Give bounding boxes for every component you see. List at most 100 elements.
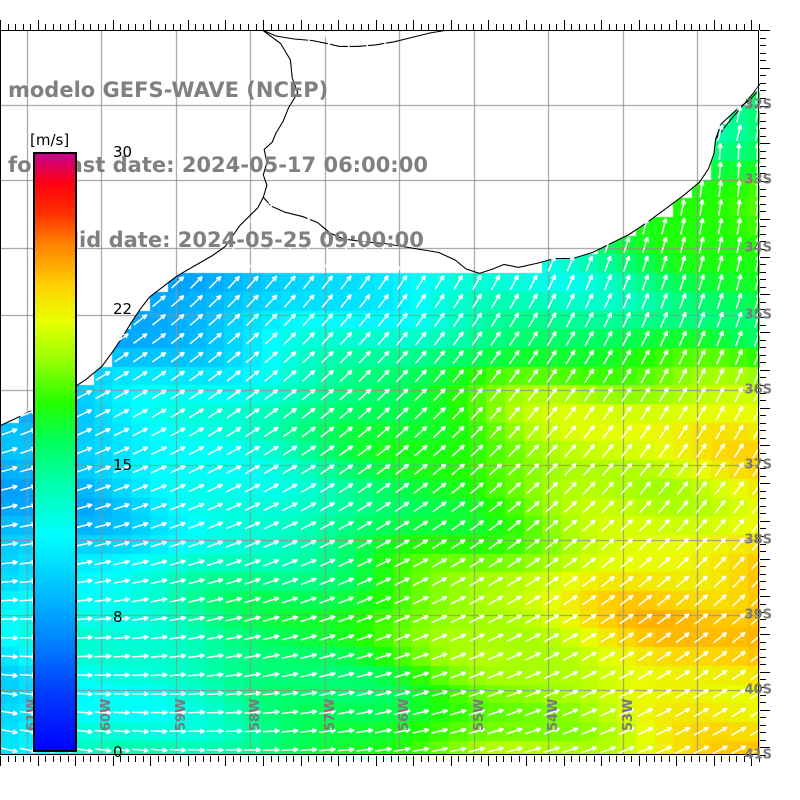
wind-arrow [506,576,522,587]
wind-arrow [657,500,671,514]
wind-arrow [731,669,747,681]
wind-arrow [717,236,724,254]
wind-arrow [618,708,635,717]
wind-arrow [113,540,130,548]
wind-arrow [376,463,391,475]
wind-arrow [282,521,298,530]
wind-arrow [132,484,149,492]
wind-arrow [450,690,467,698]
wind-arrow [468,708,486,716]
wind-arrow [395,444,410,457]
wind-arrow [642,236,649,254]
wind-arrow [227,294,241,308]
wind-arrow [397,256,408,272]
wind-arrow [244,615,261,622]
wind-arrow [376,425,391,438]
wind-arrow [678,330,687,347]
wind-arrow [527,330,539,346]
wind-arrow [244,540,261,548]
wind-arrow [281,634,299,641]
wind-arrow [470,425,484,439]
wind-arrow [620,462,633,477]
wind-arrow [1,672,18,679]
wind-arrow [268,217,274,235]
wind-arrow [358,350,372,364]
wind-arrow [150,559,168,566]
wind-arrow [113,710,131,716]
wind-arrow [735,274,743,291]
wind-arrow [375,690,392,697]
wind-arrow [563,500,578,514]
wind-arrow [265,256,278,271]
wind-arrow [562,746,579,754]
wind-arrow [1,559,18,566]
wind-arrow [451,425,465,439]
wind-arrow [169,559,187,566]
wind-arrow [620,500,633,514]
wind-arrow [114,333,129,344]
latitude-label-38S: 38S [744,532,772,548]
longitude-label-59W: 59W [174,698,189,731]
wind-arrow [656,726,672,736]
wind-arrow [449,746,467,753]
wind-arrow [620,443,633,458]
wind-arrow [415,274,426,290]
wind-arrow [412,690,430,697]
wind-arrow [378,275,389,290]
wind-arrow [244,596,261,604]
wind-arrow [356,727,374,734]
wind-arrow [375,633,392,642]
wind-arrow [712,688,728,699]
wind-arrow [564,387,576,402]
wind-arrow [394,539,410,550]
wind-arrow [262,634,280,641]
wind-arrow [676,537,690,551]
wind-arrow [750,689,760,700]
wind-arrow [287,236,293,254]
wind-arrow [320,445,335,457]
wind-arrow [753,386,760,403]
wind-arrow [321,313,334,327]
wind-arrow [282,502,298,512]
wind-arrow [638,537,652,551]
wind-arrow [283,313,297,327]
wind-arrow [490,274,501,291]
wind-arrow [585,274,594,291]
wind-arrow [715,405,725,421]
wind-arrow [584,330,594,347]
wind-arrow [207,540,224,548]
wind-arrow [714,443,726,459]
wind-arrow [431,595,448,605]
wind-arrow [75,634,93,641]
wind-arrow [712,726,728,736]
wind-arrow [376,482,391,494]
wind-arrow [113,578,131,584]
wind-arrow [735,330,743,347]
wind-arrow [582,538,596,551]
wind-arrow [733,480,745,496]
wind-arrow [469,501,485,513]
wind-arrow [694,594,709,607]
wind-arrow [753,367,760,384]
wind-arrow [450,671,467,679]
wind-arrow [659,330,669,347]
wind-arrow [359,275,371,290]
wind-arrow [602,368,613,384]
wind-arrow [319,483,335,494]
wind-arrow [679,217,687,235]
wind-arrow [733,424,744,440]
wind-arrow [585,255,594,272]
wind-arrow [527,368,539,384]
wind-arrow [1,522,18,528]
wind-arrow [641,311,650,328]
wind-arrow [487,689,504,698]
wind-arrow [132,351,148,363]
wind-arrow [150,653,168,659]
wind-arrow [356,652,373,660]
wind-arrow [659,368,669,384]
wind-arrow [713,631,728,644]
wind-arrow [283,294,297,308]
wind-arrow [281,652,299,659]
wind-arrow [244,464,261,475]
wind-arrow [413,520,429,531]
